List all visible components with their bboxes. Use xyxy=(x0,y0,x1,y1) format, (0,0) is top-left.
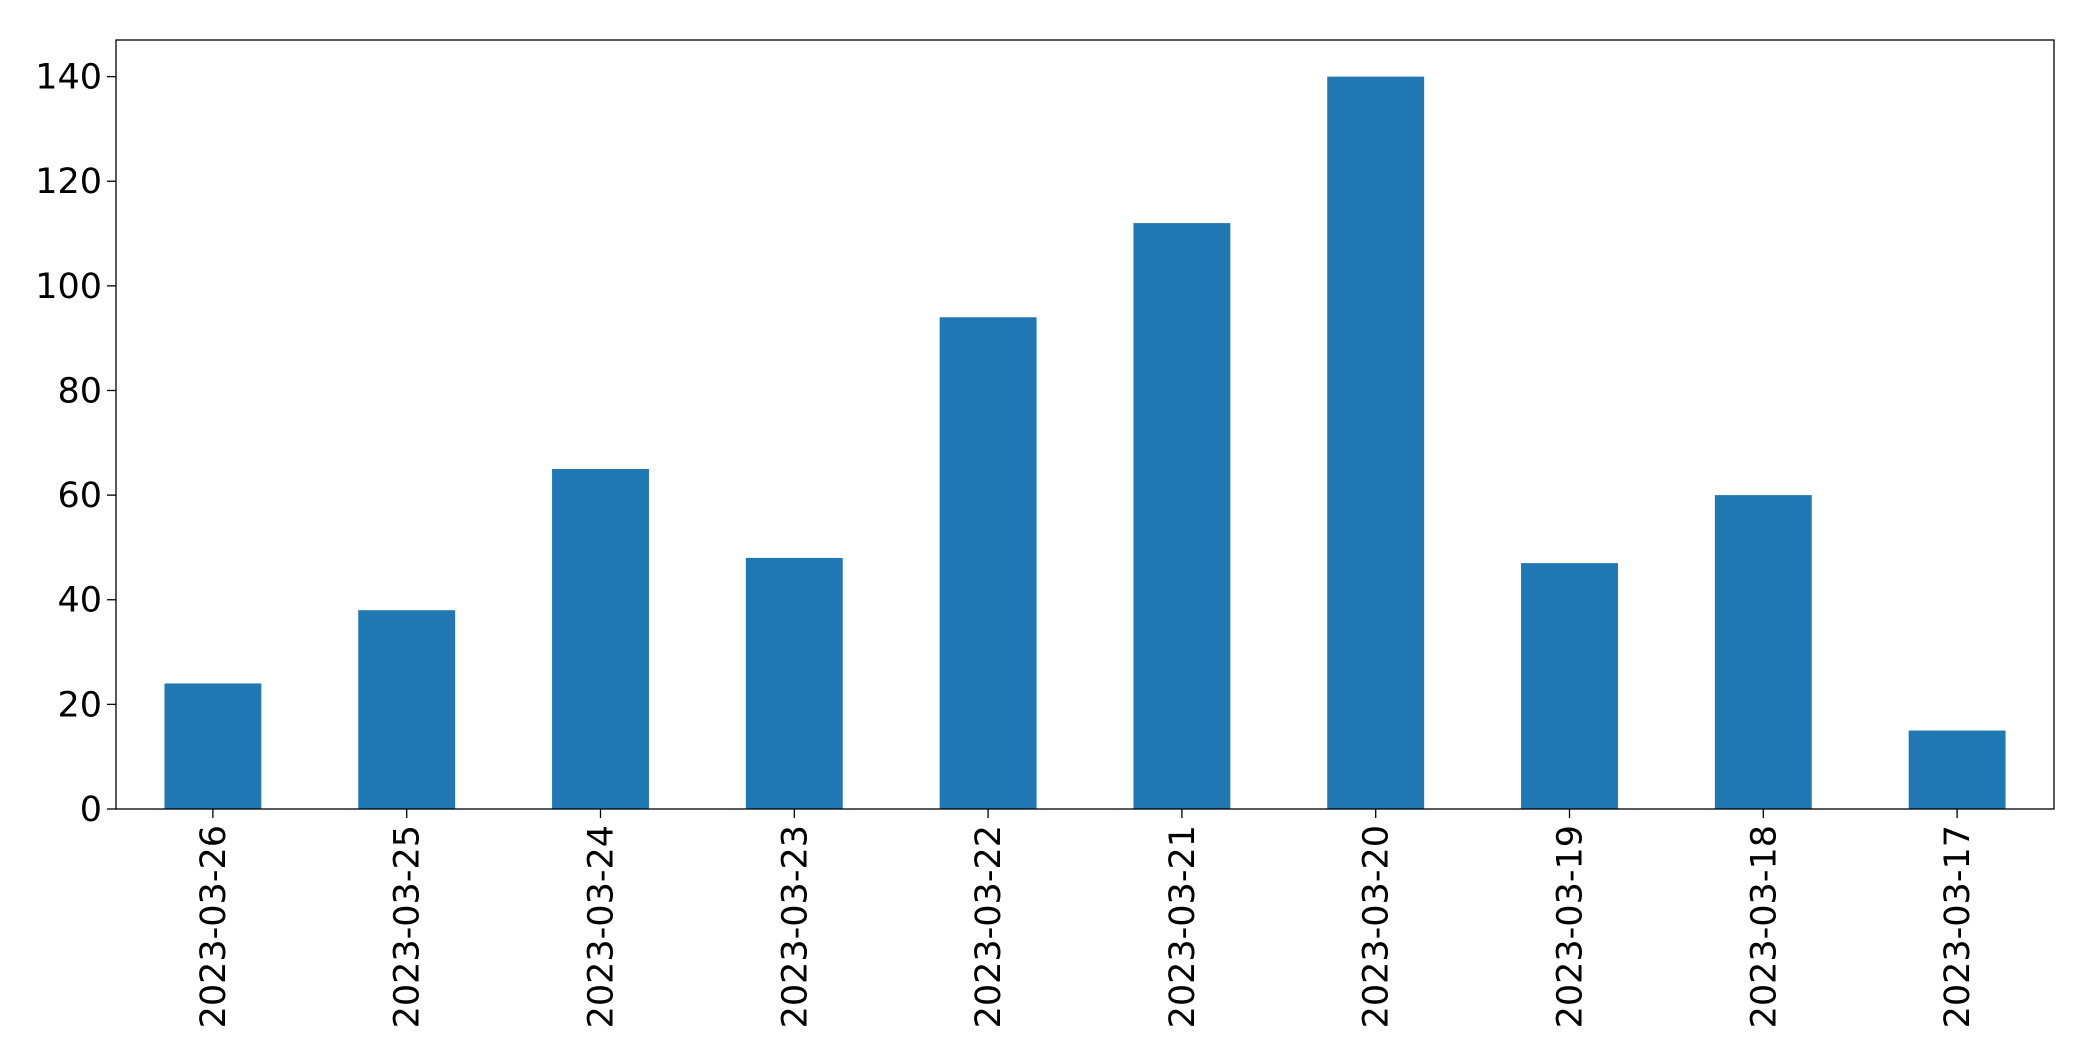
x-tick-label: 2023-03-23 xyxy=(775,825,815,1028)
bar xyxy=(1521,563,1618,809)
bar xyxy=(1327,76,1425,810)
x-tick-label: 2023-03-20 xyxy=(1357,825,1397,1028)
x-tick-label: 2023-03-22 xyxy=(969,825,1009,1028)
bar xyxy=(1133,223,1231,810)
y-tick-label: 60 xyxy=(57,476,102,516)
x-tick-label: 2023-03-17 xyxy=(1938,825,1978,1028)
bar xyxy=(552,468,649,809)
y-tick-label: 40 xyxy=(57,581,102,621)
y-tick-label: 20 xyxy=(57,685,102,725)
y-tick-label: 0 xyxy=(80,790,102,830)
bar xyxy=(1714,495,1812,809)
x-tick-label: 2023-03-26 xyxy=(194,825,234,1028)
bar xyxy=(939,317,1037,809)
y-tick-label: 100 xyxy=(35,267,102,307)
x-tick-label: 2023-03-19 xyxy=(1551,825,1591,1028)
y-tick-label: 120 xyxy=(35,162,102,202)
bar xyxy=(1908,730,2006,809)
x-tick-label: 2023-03-25 xyxy=(388,825,428,1028)
x-tick-label: 2023-03-24 xyxy=(582,825,622,1028)
y-tick-label: 80 xyxy=(57,371,102,411)
x-tick-label: 2023-03-21 xyxy=(1163,825,1203,1028)
bar xyxy=(358,610,456,809)
y-tick-label: 140 xyxy=(35,58,102,98)
bar xyxy=(745,557,843,809)
bar xyxy=(164,683,262,809)
x-tick-label: 2023-03-18 xyxy=(1744,825,1784,1028)
plot-frame xyxy=(115,39,2055,810)
